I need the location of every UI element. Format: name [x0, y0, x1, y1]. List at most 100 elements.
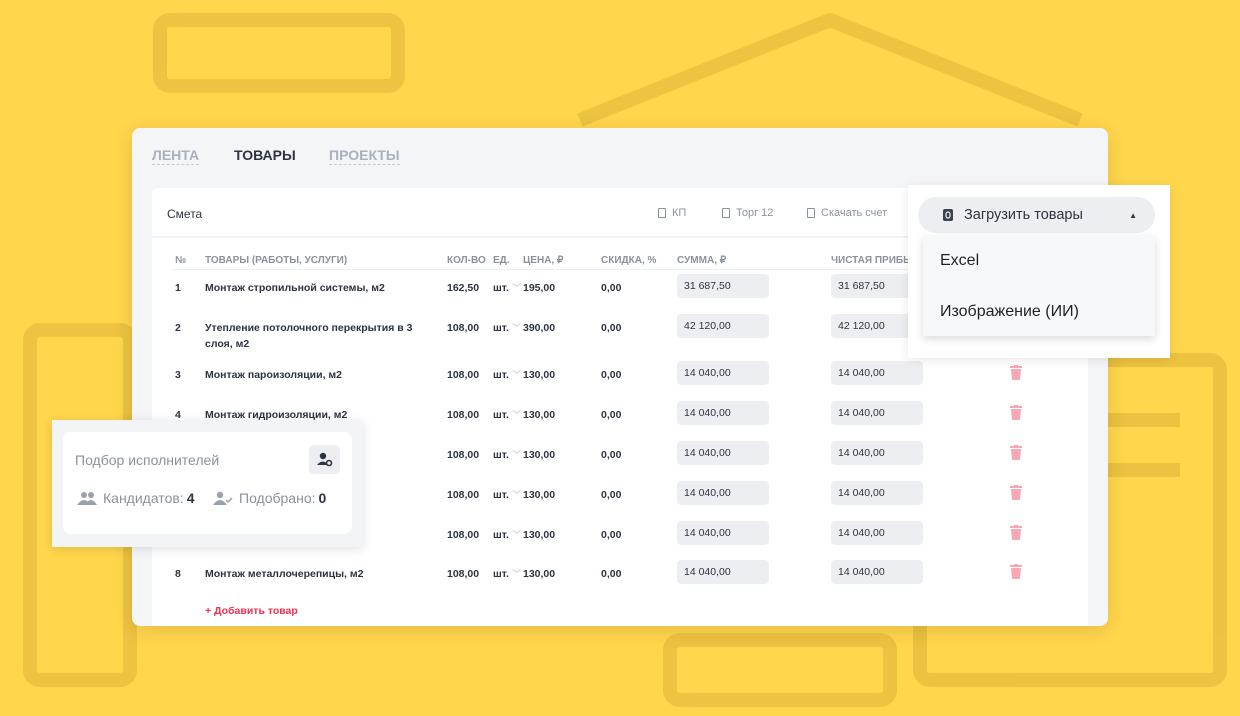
tab-projects[interactable]: ПРОЕКТЫ	[329, 147, 400, 165]
row-discount[interactable]: 0,00	[601, 282, 622, 294]
row-price[interactable]: 130,00	[523, 449, 556, 461]
chevron-down-icon[interactable]: ﹀	[512, 450, 522, 460]
row-profit-field[interactable]: 14 040,00	[831, 361, 923, 385]
kp-label: КП	[672, 207, 687, 219]
row-name: Монтаж металлочерепицы, м2	[205, 568, 364, 580]
add-product-link[interactable]: + Добавить товар	[205, 605, 298, 617]
upload-menu: Excel Изображение (ИИ)	[923, 236, 1155, 336]
row-profit-field[interactable]: 14 040,00	[831, 441, 923, 465]
user-settings-button[interactable]	[309, 445, 340, 474]
row-unit[interactable]: шт.	[493, 369, 509, 381]
table-row: 2 Утепление потолочного перекрытия в 3 с…	[152, 314, 1088, 360]
tab-products[interactable]: ТОВАРЫ	[234, 147, 296, 163]
row-profit-field[interactable]: 31 687,50	[831, 274, 923, 298]
row-sum-field[interactable]: 14 040,00	[677, 560, 769, 584]
row-qty[interactable]: 108,00	[447, 529, 480, 541]
row-unit[interactable]: шт.	[493, 409, 509, 421]
chevron-down-icon[interactable]: ﹀	[512, 490, 522, 500]
document-icon	[658, 208, 666, 218]
kp-button[interactable]: КП	[658, 207, 686, 219]
row-unit[interactable]: шт.	[493, 568, 509, 580]
col-number: №	[175, 255, 187, 266]
row-unit[interactable]: шт.	[493, 282, 509, 294]
menu-item-excel[interactable]: Excel	[940, 252, 980, 269]
row-qty[interactable]: 108,00	[447, 322, 480, 334]
document-icon	[807, 208, 815, 218]
menu-item-image-ai[interactable]: Изображение (ИИ)	[940, 303, 1079, 320]
trash-icon[interactable]	[1010, 405, 1022, 420]
row-number: 4	[175, 409, 181, 421]
chevron-down-icon[interactable]: ﹀	[512, 370, 522, 380]
row-discount[interactable]: 0,00	[601, 369, 622, 381]
users-icon	[77, 492, 97, 505]
row-unit[interactable]: шт.	[493, 449, 509, 461]
divider	[152, 236, 1088, 238]
row-price[interactable]: 390,00	[523, 322, 556, 334]
row-discount[interactable]: 0,00	[601, 489, 622, 501]
download-invoice-button[interactable]: Скачать счет	[807, 207, 887, 219]
row-price[interactable]: 130,00	[523, 409, 556, 421]
trash-icon[interactable]	[1010, 525, 1022, 540]
row-sum-field[interactable]: 31 687,50	[677, 274, 769, 298]
row-sum-field[interactable]: 14 040,00	[677, 481, 769, 505]
upload-label: Загрузить товары	[964, 207, 1083, 223]
row-discount[interactable]: 0,00	[601, 409, 622, 421]
row-sum-field[interactable]: 14 040,00	[677, 361, 769, 385]
row-name: Монтаж гидроизоляции, м2	[205, 409, 348, 421]
chevron-down-icon[interactable]: ﹀	[512, 323, 522, 333]
table-row: 108,00 шт. ﹀ 130,00 0,00 14 040,00 14 04…	[152, 441, 1088, 487]
tab-feed[interactable]: ЛЕНТА	[152, 147, 200, 165]
row-discount[interactable]: 0,00	[601, 529, 622, 541]
executor-selection-card: Подбор исполнителей Кандидатов: 4 Подобра…	[52, 420, 363, 547]
row-profit-field[interactable]: 14 040,00	[831, 481, 923, 505]
row-qty[interactable]: 108,00	[447, 568, 480, 580]
row-unit[interactable]: шт.	[493, 489, 509, 501]
row-sum-field[interactable]: 14 040,00	[677, 521, 769, 545]
trash-icon[interactable]	[1010, 445, 1022, 460]
chevron-down-icon[interactable]: ﹀	[512, 410, 522, 420]
row-profit-field[interactable]: 14 040,00	[831, 521, 923, 545]
row-price[interactable]: 130,00	[523, 489, 556, 501]
row-name: Монтаж пароизоляции, м2	[205, 369, 343, 381]
chevron-down-icon[interactable]: ﹀	[512, 530, 522, 540]
trash-icon[interactable]	[1010, 365, 1022, 380]
row-qty[interactable]: 108,00	[447, 449, 480, 461]
download-invoice-label: Скачать счет	[821, 207, 888, 219]
row-qty[interactable]: 162,50	[447, 282, 480, 294]
candidates-count: 4	[186, 490, 195, 506]
chevron-down-icon[interactable]: ﹀	[512, 569, 522, 579]
trash-icon[interactable]	[1010, 564, 1022, 579]
trash-icon[interactable]	[1010, 485, 1022, 500]
card-title: Смета	[167, 207, 203, 221]
row-price[interactable]: 130,00	[523, 529, 556, 541]
row-profit-field[interactable]: 42 120,00	[831, 314, 923, 338]
row-qty[interactable]: 108,00	[447, 489, 480, 501]
row-sum-field[interactable]: 14 040,00	[677, 441, 769, 465]
chevron-down-icon[interactable]: ﹀	[512, 283, 522, 293]
row-qty[interactable]: 108,00	[447, 369, 480, 381]
row-qty[interactable]: 108,00	[447, 409, 480, 421]
row-unit[interactable]: шт.	[493, 322, 509, 334]
upload-products-button[interactable]: Загрузить товары ▲	[918, 197, 1155, 233]
row-price[interactable]: 130,00	[523, 568, 556, 580]
row-sum-field[interactable]: 42 120,00	[677, 314, 769, 338]
row-sum-field[interactable]: 14 040,00	[677, 401, 769, 425]
table-row: 4 Монтаж гидроизоляции, м2 108,00 шт. ﹀ …	[152, 401, 1088, 447]
picked-count: 0	[318, 490, 327, 506]
row-discount[interactable]: 0,00	[601, 449, 622, 461]
row-discount[interactable]: 0,00	[601, 322, 622, 334]
candidates-label: Кандидатов:	[103, 490, 184, 506]
row-price[interactable]: 130,00	[523, 369, 556, 381]
file-icon	[943, 209, 953, 221]
torg12-button[interactable]: Торг 12	[722, 207, 773, 219]
row-price[interactable]: 195,00	[523, 282, 556, 294]
row-unit[interactable]: шт.	[493, 529, 509, 541]
col-sum: СУММА, ₽	[677, 255, 727, 266]
row-profit-field[interactable]: 14 040,00	[831, 560, 923, 584]
col-discount: СКИДКА, %	[601, 255, 657, 266]
user-gear-icon	[317, 452, 333, 467]
row-profit-field[interactable]: 14 040,00	[831, 401, 923, 425]
row-discount[interactable]: 0,00	[601, 568, 622, 580]
caret-up-icon: ▲	[1129, 210, 1137, 220]
row-number: 1	[175, 282, 181, 294]
